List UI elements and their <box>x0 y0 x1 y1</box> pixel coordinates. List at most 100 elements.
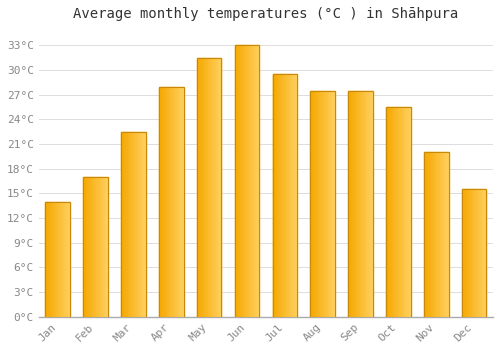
Bar <box>478 189 479 317</box>
Bar <box>348 91 373 317</box>
Bar <box>310 91 335 317</box>
Bar <box>475 189 476 317</box>
Bar <box>162 86 163 317</box>
Bar <box>400 107 401 317</box>
Bar <box>123 132 124 317</box>
Bar <box>279 74 280 317</box>
Bar <box>372 91 373 317</box>
Bar <box>61 202 62 317</box>
Bar <box>135 132 136 317</box>
Bar <box>93 177 94 317</box>
Bar <box>169 86 170 317</box>
Bar <box>216 58 218 317</box>
Bar <box>168 86 169 317</box>
Bar <box>46 202 70 317</box>
Bar <box>214 58 215 317</box>
Bar <box>470 189 471 317</box>
Bar <box>432 152 433 317</box>
Bar <box>409 107 410 317</box>
Bar <box>121 132 146 317</box>
Bar <box>331 91 332 317</box>
Bar <box>462 189 464 317</box>
Bar <box>256 46 257 317</box>
Bar <box>368 91 369 317</box>
Bar <box>69 202 70 317</box>
Bar <box>367 91 368 317</box>
Bar <box>395 107 396 317</box>
Bar <box>353 91 354 317</box>
Bar <box>57 202 58 317</box>
Bar <box>254 46 255 317</box>
Bar <box>332 91 334 317</box>
Bar <box>320 91 321 317</box>
Bar <box>437 152 438 317</box>
Bar <box>176 86 177 317</box>
Bar <box>404 107 405 317</box>
Bar <box>212 58 214 317</box>
Bar <box>272 74 297 317</box>
Bar <box>370 91 371 317</box>
Bar <box>159 86 160 317</box>
Bar <box>68 202 69 317</box>
Bar <box>358 91 359 317</box>
Bar <box>442 152 443 317</box>
Bar <box>386 107 387 317</box>
Bar <box>430 152 432 317</box>
Bar <box>471 189 472 317</box>
Bar <box>278 74 279 317</box>
Bar <box>426 152 428 317</box>
Bar <box>282 74 283 317</box>
Bar <box>272 74 297 317</box>
Bar <box>425 152 426 317</box>
Bar <box>84 177 108 317</box>
Bar <box>274 74 275 317</box>
Bar <box>250 46 251 317</box>
Bar <box>352 91 353 317</box>
Bar <box>206 58 208 317</box>
Bar <box>94 177 95 317</box>
Bar <box>480 189 482 317</box>
Bar <box>103 177 104 317</box>
Bar <box>436 152 437 317</box>
Bar <box>85 177 86 317</box>
Bar <box>136 132 138 317</box>
Bar <box>296 74 297 317</box>
Bar <box>348 91 349 317</box>
Bar <box>392 107 394 317</box>
Bar <box>275 74 276 317</box>
Bar <box>48 202 50 317</box>
Bar <box>326 91 327 317</box>
Bar <box>360 91 362 317</box>
Bar <box>469 189 470 317</box>
Bar <box>405 107 406 317</box>
Bar <box>200 58 201 317</box>
Bar <box>438 152 440 317</box>
Bar <box>310 91 311 317</box>
Bar <box>472 189 474 317</box>
Bar <box>388 107 390 317</box>
Bar <box>167 86 168 317</box>
Bar <box>248 46 250 317</box>
Bar <box>284 74 285 317</box>
Bar <box>164 86 166 317</box>
Bar <box>238 46 239 317</box>
Bar <box>483 189 484 317</box>
Bar <box>356 91 358 317</box>
Bar <box>328 91 330 317</box>
Bar <box>288 74 289 317</box>
Bar <box>60 202 61 317</box>
Bar <box>242 46 243 317</box>
Bar <box>121 132 146 317</box>
Bar <box>58 202 59 317</box>
Bar <box>144 132 145 317</box>
Bar <box>313 91 314 317</box>
Bar <box>178 86 180 317</box>
Bar <box>371 91 372 317</box>
Bar <box>84 177 85 317</box>
Bar <box>280 74 281 317</box>
Bar <box>390 107 391 317</box>
Bar <box>174 86 176 317</box>
Bar <box>462 189 486 317</box>
Bar <box>476 189 478 317</box>
Bar <box>369 91 370 317</box>
